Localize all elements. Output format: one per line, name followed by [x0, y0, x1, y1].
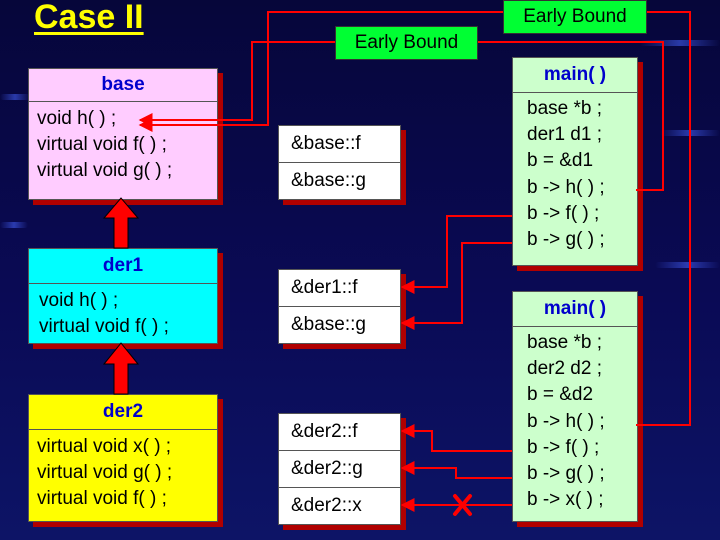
code-line: b = &d1: [527, 150, 594, 172]
code-line: b = &d2: [527, 384, 594, 406]
cross-mark-icon: [453, 494, 472, 516]
background-streak: [0, 222, 28, 228]
class-members-der1: void h( ) ; virtual void f( ) ;: [29, 284, 217, 344]
class-box-der1: der1 void h( ) ; virtual void f( ) ;: [28, 248, 218, 344]
code-line: b -> f( ) ;: [527, 202, 600, 224]
early-bound-label: Early Bound: [335, 26, 478, 60]
code-line: b -> f( ) ;: [527, 436, 600, 458]
main-header: main( ): [513, 292, 637, 327]
vtable-entry: &der2::g: [279, 451, 400, 488]
vtable-arrow-der2-f: [400, 424, 512, 452]
member-line: virtual void f( ) ;: [39, 316, 169, 337]
main-header: main( ): [513, 58, 637, 93]
main-box-der2: main( ) base *b ; der2 d2 ; b = &d2 b ->…: [512, 291, 638, 522]
vtable-base: &base::f &base::g: [278, 125, 401, 200]
vtable-entry: &base::f: [279, 126, 400, 163]
member-line: virtual void g( ) ;: [37, 462, 173, 483]
code-line: b -> h( ) ;: [527, 410, 605, 432]
vtable-entry: &base::g: [291, 170, 366, 191]
vtable-arrow-der1-f: [400, 215, 512, 294]
inheritance-arrow-der1-base: [102, 197, 140, 249]
member-line: void h( ) ;: [37, 108, 117, 129]
inheritance-arrow-der2-der1: [102, 342, 140, 395]
member-line: virtual void f( ) ;: [37, 488, 167, 509]
code-line: der2 d2 ;: [527, 358, 602, 380]
code-line: b -> x( ) ;: [527, 489, 604, 511]
vtable-der1: &der1::f &base::g: [278, 269, 401, 344]
early-bound-label: Early Bound: [503, 0, 647, 34]
early-bound-arrow-2: [138, 11, 691, 426]
code-line: der1 d1 ;: [527, 124, 602, 146]
member-line: virtual void f( ) ;: [37, 134, 167, 155]
code-line: b -> g( ) ;: [527, 463, 605, 485]
class-members-der2: virtual void x( ) ; virtual void g( ) ; …: [29, 430, 217, 516]
code-line: base *b ;: [527, 98, 602, 119]
vtable-entry: &der2::x: [291, 495, 362, 516]
class-name-base: base: [29, 69, 217, 102]
class-name-der2: der2: [29, 395, 217, 430]
member-line: virtual void x( ) ;: [37, 436, 172, 457]
vtable-entry: &der1::f: [279, 270, 400, 307]
background-streak: [0, 94, 30, 100]
code-line: b -> h( ) ;: [527, 176, 605, 198]
class-name-der1: der1: [29, 249, 217, 284]
vtable-arrow-der2-g: [400, 461, 512, 479]
code-line: base *b ;: [527, 332, 602, 353]
main-code: base *b ; der2 d2 ; b = &d2 b -> h( ) ; …: [513, 327, 637, 513]
slide-title: Case II: [34, 0, 144, 36]
background-streak: [640, 40, 720, 46]
vtable-entry: &der2::f: [279, 414, 400, 451]
member-line: virtual void g( ) ;: [37, 160, 173, 181]
class-box-base: base void h( ) ; virtual void f( ) ; vir…: [28, 68, 218, 200]
vtable-arrow-der1-g: [400, 242, 512, 330]
class-members-base: void h( ) ; virtual void f( ) ; virtual …: [29, 102, 217, 188]
member-line: void h( ) ;: [39, 290, 119, 311]
main-code: base *b ; der1 d1 ; b = &d1 b -> h( ) ; …: [513, 93, 637, 253]
background-streak: [655, 262, 720, 268]
early-bound-arrow-1: [138, 41, 664, 191]
vtable-der2: &der2::f &der2::g &der2::x: [278, 413, 401, 525]
main-box-der1: main( ) base *b ; der1 d1 ; b = &d1 b ->…: [512, 57, 638, 266]
code-line: b -> g( ) ;: [527, 229, 605, 251]
vtable-entry: &base::g: [291, 314, 366, 335]
